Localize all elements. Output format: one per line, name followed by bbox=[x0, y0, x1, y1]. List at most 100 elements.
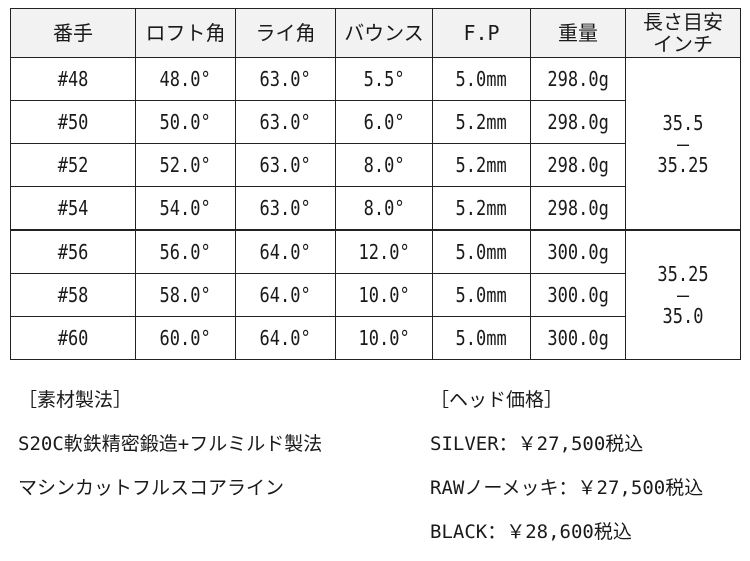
table-row: #52 52.0° 63.0° 8.0° 5.2mm 298.0g bbox=[10, 143, 741, 187]
cell-loft: 60.0° bbox=[135, 316, 236, 360]
cell-value: 10.0° bbox=[358, 326, 410, 350]
cell-value: 56.0° bbox=[159, 240, 212, 264]
cell-bounce: 10.0° bbox=[335, 316, 433, 360]
cell-value: 5.0mm bbox=[455, 326, 508, 350]
cell-value: 10.0° bbox=[358, 283, 410, 307]
cell-length-range: 35.25–35.0 bbox=[625, 229, 741, 360]
cell-value: 298.0g bbox=[547, 196, 609, 220]
cell-loft: 58.0° bbox=[135, 273, 236, 317]
cell-value: 5.0mm bbox=[455, 240, 508, 264]
table-row: #54 54.0° 63.0° 8.0° 5.2mm 298.0g bbox=[10, 186, 741, 231]
cell-value: 298.0g bbox=[547, 153, 609, 177]
cell-fp: 5.2mm bbox=[432, 186, 531, 231]
cell-value: #58 bbox=[57, 283, 89, 307]
header-weight: 重量 bbox=[530, 8, 626, 58]
header-fp: F.P bbox=[432, 8, 531, 58]
cell-weight: 298.0g bbox=[530, 100, 626, 144]
cell-fp: 5.2mm bbox=[432, 143, 531, 187]
cell-club-number: #58 bbox=[10, 273, 136, 317]
cell-value: 50.0° bbox=[159, 110, 212, 134]
price-section: ［ヘッド価格］ SILVER：￥27,500税込 RAWノーメッキ：￥27,50… bbox=[430, 385, 703, 561]
cell-loft: 52.0° bbox=[135, 143, 236, 187]
material-heading: ［素材製法］ bbox=[18, 389, 133, 411]
cell-fp: 5.2mm bbox=[432, 100, 531, 144]
cell-club-number: #48 bbox=[10, 57, 136, 101]
cell-value: 52.0° bbox=[159, 153, 212, 177]
cell-value: 63.0° bbox=[259, 153, 312, 177]
cell-value: 298.0g bbox=[547, 67, 609, 91]
header-length: 長さ目安 インチ bbox=[625, 8, 741, 58]
cell-lie: 64.0° bbox=[235, 273, 336, 317]
cell-club-number: #60 bbox=[10, 316, 136, 360]
header-length-line1: 長さ目安 bbox=[643, 10, 723, 34]
cell-bounce: 8.0° bbox=[335, 186, 433, 231]
price-heading: ［ヘッド価格］ bbox=[430, 389, 564, 411]
length-to: 35.25 bbox=[657, 152, 709, 177]
length-to: 35.0 bbox=[662, 304, 704, 328]
cell-value: #60 bbox=[57, 326, 89, 350]
cell-club-number: #52 bbox=[10, 143, 136, 187]
cell-value: 64.0° bbox=[259, 326, 312, 350]
cell-value: #48 bbox=[57, 67, 89, 91]
cell-value: 48.0° bbox=[159, 67, 212, 91]
cell-fp: 5.0mm bbox=[432, 229, 531, 274]
cell-value: 300.0g bbox=[547, 283, 609, 307]
cell-value: 63.0° bbox=[259, 110, 312, 134]
cell-value: #54 bbox=[57, 196, 89, 220]
cell-value: 60.0° bbox=[159, 326, 212, 350]
cell-value: 63.0° bbox=[259, 67, 312, 91]
cell-lie: 63.0° bbox=[235, 100, 336, 144]
material-line: マシンカットフルスコアライン bbox=[18, 477, 285, 499]
cell-value: 5.2mm bbox=[455, 153, 508, 177]
cell-value: 6.0° bbox=[363, 110, 405, 134]
cell-value: #56 bbox=[57, 240, 89, 264]
header-club-number: 番手 bbox=[10, 8, 136, 58]
header-loft: ロフト角 bbox=[135, 8, 236, 58]
table-row: #48 48.0° 63.0° 5.5° 5.0mm 298.0g 35.5–35.25 bbox=[10, 57, 741, 231]
cell-value: 5.5° bbox=[363, 67, 405, 91]
spec-table: 番手 ロフト角 ライ角 バウンス F.P 重量 長さ目安 インチ #48 48.0°… bbox=[10, 8, 741, 360]
cell-value: 64.0° bbox=[259, 240, 312, 264]
cell-lie: 63.0° bbox=[235, 57, 336, 101]
cell-bounce: 5.5° bbox=[335, 57, 433, 101]
cell-bounce: 12.0° bbox=[335, 229, 433, 274]
cell-fp: 5.0mm bbox=[432, 273, 531, 317]
cell-value: 12.0° bbox=[358, 240, 410, 264]
cell-lie: 63.0° bbox=[235, 143, 336, 187]
cell-value: 8.0° bbox=[363, 153, 405, 177]
material-line: S20C軟鉄精密鍛造+フルミルド製法 bbox=[18, 433, 323, 455]
cell-lie: 64.0° bbox=[235, 229, 336, 274]
cell-value: 63.0° bbox=[259, 196, 312, 220]
cell-club-number: #50 bbox=[10, 100, 136, 144]
cell-value: 5.0mm bbox=[455, 283, 508, 307]
header-bounce: バウンス bbox=[335, 8, 433, 58]
cell-weight: 298.0g bbox=[530, 57, 626, 101]
cell-club-number: #56 bbox=[10, 229, 136, 274]
cell-value: #52 bbox=[57, 153, 89, 177]
price-line: BLACK：￥28,600税込 bbox=[430, 521, 632, 543]
cell-weight: 298.0g bbox=[530, 186, 626, 231]
cell-value: 54.0° bbox=[159, 196, 212, 220]
table-row: #60 60.0° 64.0° 10.0° 5.0mm 300.0g bbox=[10, 316, 741, 360]
header-length-line2: インチ bbox=[653, 32, 713, 56]
cell-value: 5.2mm bbox=[455, 110, 508, 134]
cell-loft: 50.0° bbox=[135, 100, 236, 144]
cell-bounce: 10.0° bbox=[335, 273, 433, 317]
header-lie: ライ角 bbox=[235, 8, 336, 58]
cell-value: 300.0g bbox=[547, 326, 609, 350]
cell-lie: 64.0° bbox=[235, 316, 336, 360]
cell-value: #50 bbox=[57, 110, 89, 134]
cell-value: 8.0° bbox=[363, 196, 405, 220]
header-row: 番手 ロフト角 ライ角 バウンス F.P 重量 長さ目安 インチ bbox=[10, 8, 741, 58]
cell-loft: 54.0° bbox=[135, 186, 236, 231]
price-line: SILVER：￥27,500税込 bbox=[430, 433, 644, 455]
cell-value: 64.0° bbox=[259, 283, 312, 307]
cell-value: 58.0° bbox=[159, 283, 212, 307]
cell-loft: 56.0° bbox=[135, 229, 236, 274]
cell-bounce: 8.0° bbox=[335, 143, 433, 187]
cell-value: 300.0g bbox=[547, 240, 609, 264]
length-from: 35.25 bbox=[657, 262, 709, 286]
cell-lie: 63.0° bbox=[235, 186, 336, 231]
cell-value: 298.0g bbox=[547, 110, 609, 134]
cell-weight: 300.0g bbox=[530, 316, 626, 360]
